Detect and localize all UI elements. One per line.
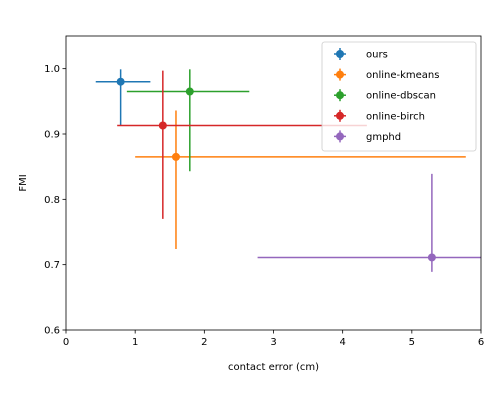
legend-item-online-kmeans: online-kmeans: [334, 68, 439, 81]
legend-swatch-marker: [336, 132, 344, 141]
legend-swatch-marker: [336, 50, 344, 58]
legend-label: online-birch: [366, 111, 425, 122]
x-axis: 0 1 2 3 4 5 6: [63, 330, 484, 348]
x-tick-label: 1: [132, 337, 138, 348]
x-tick-label: 6: [478, 337, 484, 348]
y-axis-label: FMI: [18, 174, 29, 191]
legend-item-online-birch: online-birch: [334, 109, 425, 122]
y-tick-label: 0.6: [44, 326, 60, 337]
data-point: [171, 152, 180, 161]
y-tick-label: 1.0: [44, 64, 60, 75]
legend-swatch-marker: [336, 111, 344, 120]
legend-item-ours: ours: [334, 48, 388, 61]
legend: ours online-kmeans online-dbscan online-bir…: [321, 41, 477, 152]
y-tick-label: 0.7: [44, 260, 60, 271]
data-point: [116, 77, 125, 86]
legend-item-gmphd: gmphd: [334, 130, 401, 143]
y-axis: 0.6 0.7 0.8 0.9 1.0: [44, 64, 66, 337]
y-tick-label: 0.9: [44, 130, 60, 141]
legend-label: online-dbscan: [366, 91, 436, 102]
legend-swatch-marker: [336, 91, 344, 100]
x-tick-label: 4: [339, 337, 345, 348]
y-tick-label: 0.8: [44, 195, 60, 206]
legend-label: ours: [366, 50, 388, 61]
data-point: [158, 121, 167, 130]
x-tick-label: 0: [63, 337, 69, 348]
legend-item-online-dbscan: online-dbscan: [334, 89, 436, 102]
x-tick-label: 3: [270, 337, 276, 348]
data-point: [427, 253, 436, 262]
legend-label: online-kmeans: [366, 70, 439, 81]
x-tick-label: 5: [409, 337, 415, 348]
x-tick-label: 2: [201, 337, 207, 348]
data-point: [185, 87, 194, 96]
chart-marks: [95, 69, 481, 272]
series-online-dbscan: [126, 69, 250, 172]
legend-box: [321, 41, 477, 152]
series-ours: [95, 69, 151, 126]
series-gmphd: [257, 173, 481, 272]
legend-swatch-marker: [336, 70, 344, 79]
x-axis-label: contact error (cm): [228, 362, 319, 373]
legend-label: gmphd: [366, 132, 401, 143]
